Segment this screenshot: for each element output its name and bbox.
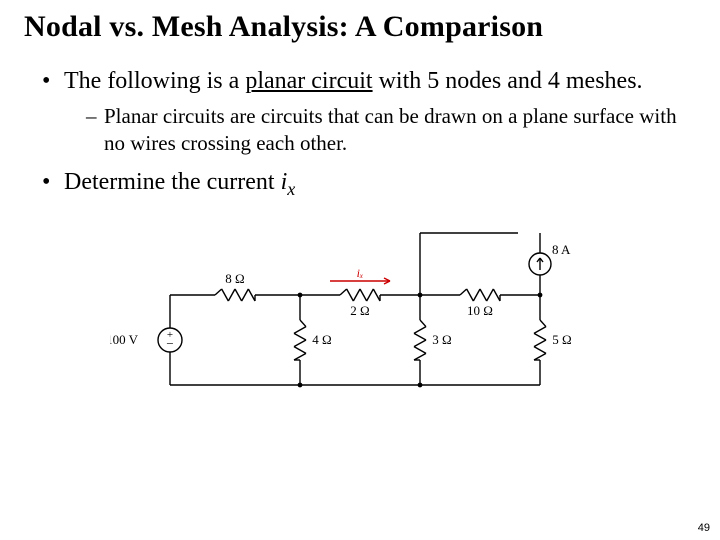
page-number: 49 (698, 522, 710, 534)
page-title: Nodal vs. Mesh Analysis: A Comparison (24, 10, 696, 44)
svg-text:10 Ω: 10 Ω (467, 303, 493, 318)
svg-text:8 Ω: 8 Ω (225, 271, 244, 286)
circuit-diagram: 8 A8 Ω2 Ω10 Ωiₓ+−100 V4 Ω3 Ω5 Ω (110, 215, 610, 405)
bullet-2-sub: x (287, 179, 295, 199)
bullet-1-underline: planar circuit (245, 68, 372, 94)
bullet-1: The following is a planar circuit with 5… (42, 66, 696, 157)
svg-text:4 Ω: 4 Ω (312, 332, 331, 347)
svg-text:5 Ω: 5 Ω (552, 332, 571, 347)
bullet-2: Determine the current ix (42, 167, 696, 201)
svg-text:iₓ: iₓ (357, 266, 364, 280)
svg-text:2 Ω: 2 Ω (350, 303, 369, 318)
bullet-1-post: with 5 nodes and 4 meshes. (373, 68, 643, 94)
sub-bullet-1: Planar circuits are circuits that can be… (86, 103, 696, 157)
svg-text:−: − (166, 336, 173, 351)
svg-text:8 A: 8 A (552, 242, 571, 257)
bullet-1-pre: The following is a (64, 68, 245, 94)
bullet-2-pre: Determine the current (64, 169, 281, 195)
svg-text:3 Ω: 3 Ω (432, 332, 451, 347)
svg-text:100 V: 100 V (110, 332, 139, 347)
